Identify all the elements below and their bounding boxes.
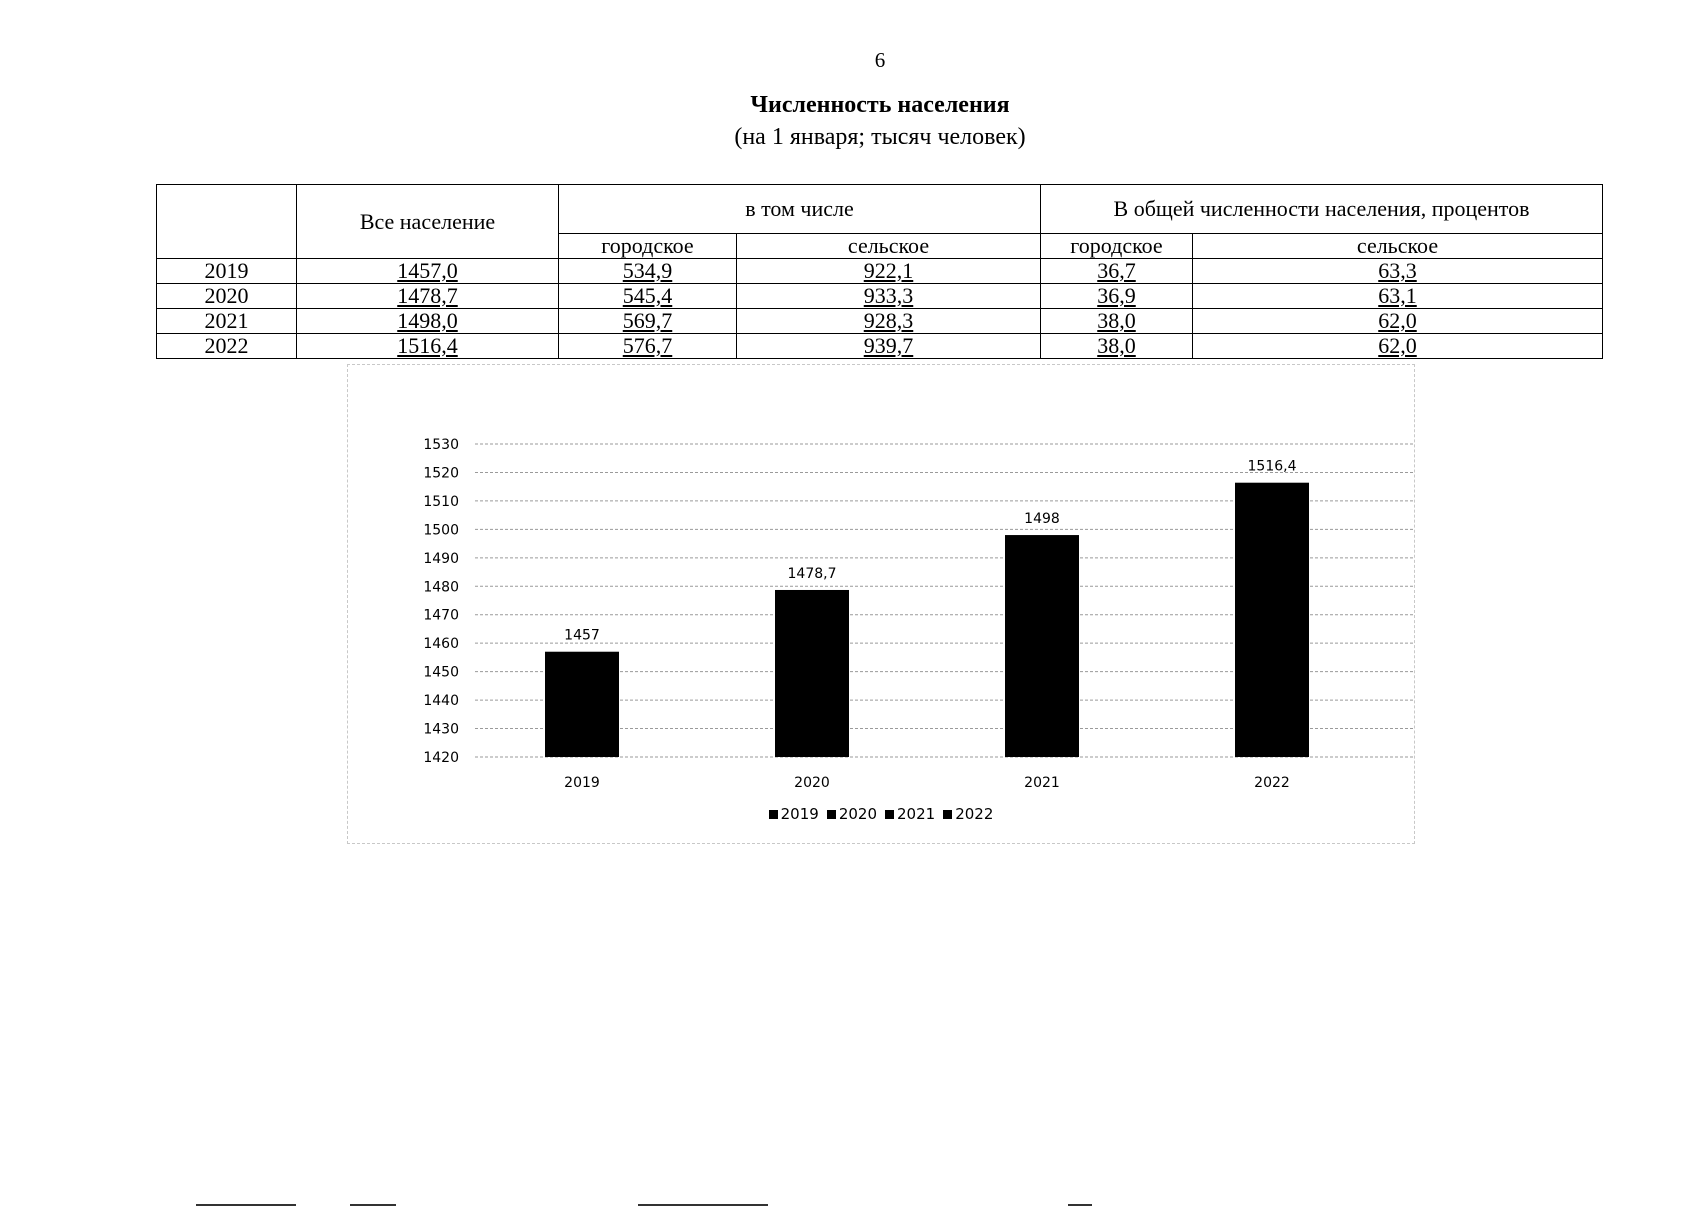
data-label: 1478,7 [788, 566, 837, 582]
chart-legend: 2019 2020 2021 2022 [347, 805, 1415, 823]
cell-urban: 545,4 [558, 283, 737, 309]
cell-share-rural: 63,3 [1191, 258, 1604, 284]
y-tick-label: 1490 [423, 551, 459, 567]
header-year-empty [156, 184, 297, 259]
legend-swatch [826, 810, 836, 819]
cell-year: 2020 [156, 283, 297, 309]
legend-swatch [943, 810, 953, 819]
cell-year: 2021 [156, 308, 297, 334]
population-table: Все население в том числе В общей числен… [156, 184, 1604, 359]
y-tick-label: 1480 [423, 579, 459, 595]
header-urban: городское [558, 233, 737, 259]
y-tick-label: 1420 [423, 750, 459, 766]
y-tick-label: 1430 [423, 722, 459, 738]
data-label: 1516,4 [1248, 459, 1297, 475]
header-all-population: Все население [296, 184, 559, 259]
data-label: 1498 [1024, 511, 1060, 527]
x-tick-label: 2022 [1254, 775, 1290, 791]
cell-all: 1478,7 [296, 283, 559, 309]
table-subheader-row: городское сельское городское сельское [157, 233, 1604, 259]
y-tick-label: 1450 [423, 665, 459, 681]
chart-frame [347, 364, 1415, 844]
x-tick-label: 2020 [794, 775, 830, 791]
legend-swatch [768, 810, 778, 819]
legend-item: 2022 [943, 805, 993, 823]
bar-2020 [775, 589, 849, 757]
cell-share-rural: 63,1 [1191, 283, 1604, 309]
legend-item: 2019 [768, 805, 819, 823]
header-share-rural: сельское [1191, 233, 1604, 259]
y-tick-label: 1440 [423, 693, 459, 709]
cell-rural: 928,3 [736, 308, 1041, 334]
legend-item: 2021 [885, 805, 935, 823]
legend-label: 2019 [780, 805, 819, 823]
legend-swatch [885, 810, 894, 819]
bar-2022 [1235, 482, 1309, 757]
header-share: В общей численности населения, процентов [1039, 184, 1604, 234]
bar-2021 [1005, 535, 1079, 757]
table-row: 2021 1498,0 569,7 928,3 38,0 62,0 [156, 308, 1604, 334]
legend-label: 2021 [897, 805, 936, 823]
cell-year: 2019 [156, 258, 297, 284]
data-label: 1457 [564, 628, 600, 644]
cell-all: 1498,0 [296, 308, 559, 334]
y-tick-label: 1460 [423, 636, 459, 652]
y-tick-label: 1530 [423, 437, 459, 453]
cell-share-urban: 38,0 [1040, 308, 1193, 334]
table-row: 2019 1457,0 534,9 922,1 36,7 63,3 [156, 258, 1604, 284]
x-tick-label: 2021 [1024, 775, 1060, 791]
cell-share-urban: 38,0 [1040, 333, 1193, 359]
legend-label: 2020 [838, 805, 877, 823]
header-including: в том числе [558, 184, 1041, 234]
y-tick-label: 1500 [423, 522, 459, 538]
cell-share-urban: 36,9 [1040, 283, 1193, 309]
page-title: Численность населения [750, 92, 1010, 118]
page-number: 6 [874, 48, 886, 72]
cell-share-rural: 62,0 [1191, 308, 1604, 334]
cell-share-rural: 62,0 [1191, 333, 1604, 359]
cell-all: 1457,0 [296, 258, 559, 284]
cell-urban: 576,7 [558, 333, 737, 359]
cell-rural: 933,3 [736, 283, 1041, 309]
cell-rural: 939,7 [736, 333, 1041, 359]
y-tick-label: 1510 [423, 494, 459, 510]
table-header-row: Все население в том числе В общей числен… [156, 184, 1604, 259]
table-row: 2020 1478,7 545,4 933,3 36,9 63,1 [156, 283, 1604, 309]
y-tick-label: 1470 [423, 608, 459, 624]
y-tick-label: 1520 [423, 465, 459, 481]
header-rural: сельское [736, 233, 1041, 259]
x-tick-label: 2019 [564, 775, 600, 791]
legend-item: 2020 [826, 805, 877, 823]
population-bar-chart: 1420 1430 1440 1450 1460 1470 1480 1490 1500 1510… [423, 437, 1415, 791]
table-row: 2022 1516,4 576,7 939,7 38,0 62,0 [156, 333, 1604, 359]
legend-label: 2022 [955, 805, 994, 823]
cell-all: 1516,4 [296, 333, 559, 359]
cell-urban: 534,9 [558, 258, 737, 284]
header-share-urban: городское [1040, 233, 1193, 259]
bar-2019 [545, 651, 619, 757]
cell-year: 2022 [156, 333, 297, 359]
cell-share-urban: 36,7 [1040, 258, 1193, 284]
cell-rural: 922,1 [736, 258, 1041, 284]
page-subtitle: (на 1 января; тысяч человек) [734, 124, 1026, 150]
cell-urban: 569,7 [558, 308, 737, 334]
